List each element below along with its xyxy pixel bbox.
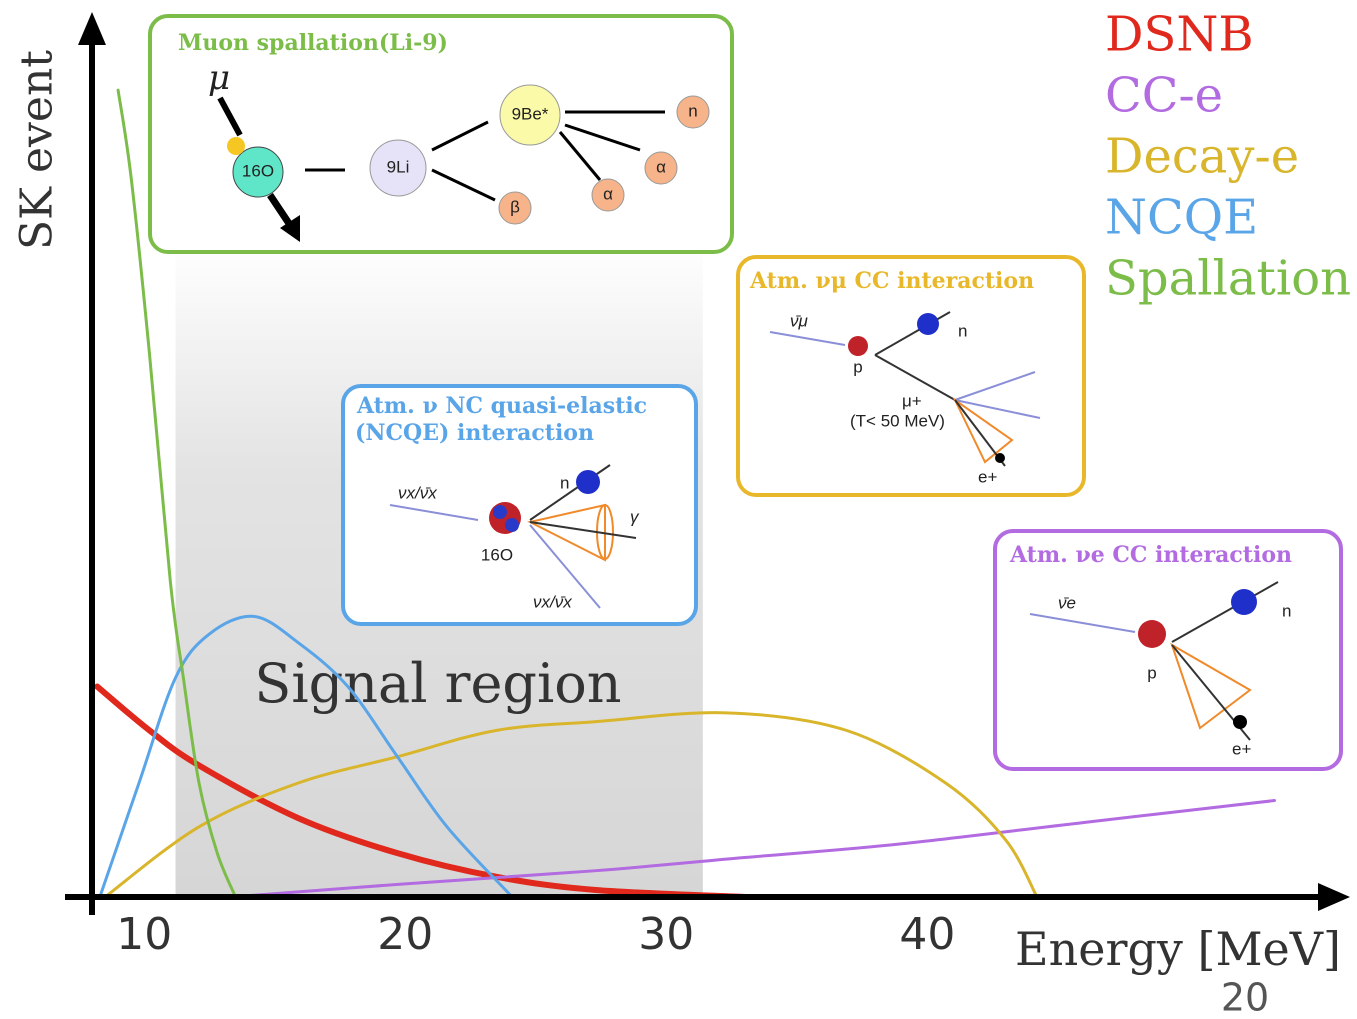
inset-label: α xyxy=(656,157,666,176)
x-axis-label: Energy [MeV] xyxy=(1015,922,1341,976)
inset-label: e+ xyxy=(1232,739,1251,758)
inset-frame xyxy=(148,14,734,254)
arrow xyxy=(1029,613,1136,633)
particle xyxy=(676,95,710,129)
curve-layer xyxy=(94,88,1277,900)
arrow xyxy=(558,131,602,181)
inset-label: μ xyxy=(208,58,230,98)
particle xyxy=(1233,715,1247,729)
curve xyxy=(116,88,238,899)
inset-numu-cc: Atm. νμ CC interaction ν̄μ p n μ+ (T< 50… xyxy=(736,255,1086,497)
arrow-head xyxy=(280,215,300,242)
inset-ncqe: Atm. ν NC quasi-elastic (NCQE) interacti… xyxy=(341,384,698,626)
x-tick-label: 30 xyxy=(638,909,694,960)
inset-label: e+ xyxy=(978,467,997,486)
inset-label: p xyxy=(853,357,862,376)
particle xyxy=(576,470,600,494)
x-tick-label: 10 xyxy=(116,909,172,960)
inset-label: n xyxy=(1282,601,1291,620)
inset-title: Atm. νe CC interaction xyxy=(1009,542,1292,568)
arrow xyxy=(529,521,637,539)
particle xyxy=(1138,620,1166,648)
spark xyxy=(227,137,245,155)
signal-region-label: Signal region xyxy=(254,652,621,715)
inset-label: νx/ν̄x xyxy=(398,483,437,502)
particle xyxy=(995,453,1005,463)
nucleus xyxy=(505,518,519,532)
particle xyxy=(848,336,868,356)
inset-spallation: Muon spallation(Li-9) μ 16O 9Li 9Be* n α… xyxy=(148,14,734,254)
arrow xyxy=(954,399,1041,419)
arrow xyxy=(431,120,489,152)
particle xyxy=(499,84,561,146)
curve xyxy=(98,614,514,899)
y-axis-label: SK event xyxy=(12,50,63,250)
arrow xyxy=(529,524,601,609)
inset-label: νx/ν̄x xyxy=(533,592,572,611)
inset-label: β xyxy=(510,197,520,216)
legend-entry: CC-e xyxy=(1105,68,1223,124)
inset-label: n xyxy=(688,101,697,120)
legend-entry: Decay-e xyxy=(1105,129,1299,185)
particle xyxy=(498,191,532,225)
inset-frame xyxy=(341,384,698,626)
particle xyxy=(1231,589,1257,615)
curve xyxy=(103,711,1039,899)
inset-nue-cc: Atm. νe CC interaction ν̄e p n e+ xyxy=(993,529,1343,771)
particle xyxy=(644,151,678,185)
inset-label: n xyxy=(560,473,569,492)
inset-frame xyxy=(993,529,1343,771)
inset-label: 16O xyxy=(481,545,513,564)
particle xyxy=(232,146,284,198)
curve xyxy=(228,799,1277,899)
x-tick-label: 40 xyxy=(899,909,955,960)
inset-label: n xyxy=(958,321,967,340)
arrow xyxy=(217,96,243,137)
inset-subtitle: (NCQE) interaction xyxy=(355,420,594,446)
inset-label: ν̄μ xyxy=(790,311,809,330)
inset-label: (T< 50 MeV) xyxy=(850,411,945,430)
curve xyxy=(94,683,748,900)
inset-label: μ+ xyxy=(902,391,922,410)
inset-title: Atm. νμ CC interaction xyxy=(749,268,1034,294)
arrow xyxy=(1171,581,1279,643)
nucleus xyxy=(493,505,507,519)
legend-entry: NCQE xyxy=(1105,190,1258,246)
inset-label: γ xyxy=(630,507,640,526)
y-axis-arrow xyxy=(78,12,106,45)
particle xyxy=(917,313,939,335)
inset-title: Muon spallation(Li-9) xyxy=(178,30,448,56)
inset-label: α xyxy=(603,184,613,203)
arrow xyxy=(431,168,496,202)
arrow xyxy=(389,504,479,521)
arrow xyxy=(874,354,956,401)
arrow xyxy=(564,123,641,152)
inset-label: 16O xyxy=(242,161,274,180)
x-tick-label: 20 xyxy=(377,909,433,960)
cone xyxy=(952,396,1014,464)
inset-label: 9Be* xyxy=(512,104,549,123)
arrow xyxy=(267,193,295,230)
inset-label: p xyxy=(1147,663,1156,682)
particle xyxy=(591,178,625,212)
page-number: 20 xyxy=(1221,976,1269,1019)
x-axis-arrow xyxy=(1318,883,1350,911)
particle xyxy=(369,139,427,197)
inset-label: 9Li xyxy=(387,157,410,176)
arrow xyxy=(769,331,846,346)
inset-title: Atm. ν NC quasi-elastic xyxy=(356,393,647,419)
legend-entry: DSNB xyxy=(1105,7,1254,63)
inset-label: ν̄e xyxy=(1058,593,1076,612)
legend-entry: Spallation xyxy=(1105,251,1351,307)
arrow xyxy=(954,371,1036,401)
